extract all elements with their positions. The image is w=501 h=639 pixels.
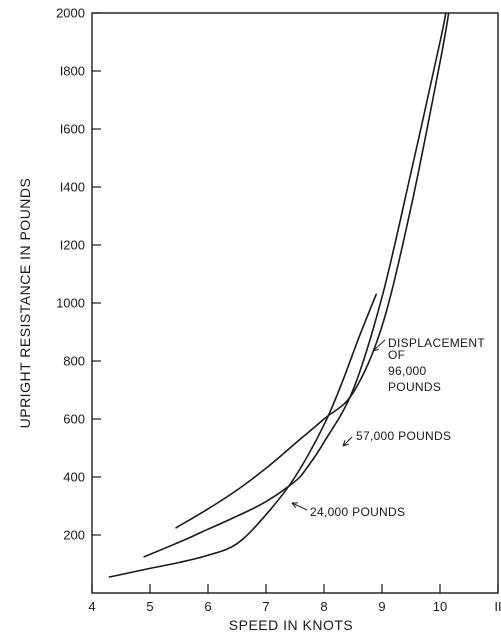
x-tick-label: 4 <box>88 599 95 614</box>
y-tick-label: 400 <box>63 470 85 485</box>
annotation-96000-line-3: 96,000 <box>388 364 427 378</box>
x-tick-label: 8 <box>320 599 327 614</box>
y-tick-label: 600 <box>63 412 85 427</box>
x-tick-label: 10 <box>433 599 447 614</box>
series-curves <box>108 12 450 578</box>
annotation-57000: 57,000 POUNDS <box>356 429 451 443</box>
y-axis-title: UPRIGHT RESISTANCE IN POUNDS <box>17 178 33 429</box>
curve-24000-pounds <box>108 293 377 578</box>
y-axis-ticks: 200 400 600 800 1000 I200 I400 I600 I800 2000 <box>56 6 101 543</box>
y-tick-label: I800 <box>60 64 85 79</box>
x-tick-label: 5 <box>146 599 153 614</box>
leader-57000 <box>342 436 353 447</box>
leader-96000 <box>372 339 386 352</box>
leader-96000-arrowhead <box>372 345 379 352</box>
annotation-96000-line-1: DISPLACEMENT <box>388 336 485 350</box>
annotation-24000: 24,000 POUNDS <box>310 505 405 519</box>
leader-24000-arrowhead <box>291 502 299 508</box>
x-tick-label: 7 <box>262 599 269 614</box>
x-tick-label: 9 <box>378 599 385 614</box>
leader-24000 <box>291 502 308 511</box>
x-axis-title: SPEED IN KNOTS <box>229 617 353 633</box>
x-tick-label: 6 <box>204 599 211 614</box>
annotation-96000-line-4: POUNDS <box>388 380 441 394</box>
y-tick-label: 1000 <box>56 296 85 311</box>
curve-57000-pounds <box>143 12 447 558</box>
leader-57000-arrowhead <box>342 440 349 447</box>
annotation-96000-line-2: OF <box>388 348 405 362</box>
curve-96000-pounds <box>175 12 450 529</box>
y-tick-label: I400 <box>60 180 85 195</box>
x-tick-label: II <box>494 599 501 614</box>
y-tick-label: 800 <box>63 354 85 369</box>
y-tick-label: I200 <box>60 238 85 253</box>
y-tick-label: 2000 <box>56 6 85 21</box>
annotation-leaders <box>291 339 386 511</box>
y-tick-label: 200 <box>63 528 85 543</box>
y-tick-label: I600 <box>60 122 85 137</box>
x-axis-ticks: 4 5 6 7 8 9 10 II <box>88 584 501 614</box>
